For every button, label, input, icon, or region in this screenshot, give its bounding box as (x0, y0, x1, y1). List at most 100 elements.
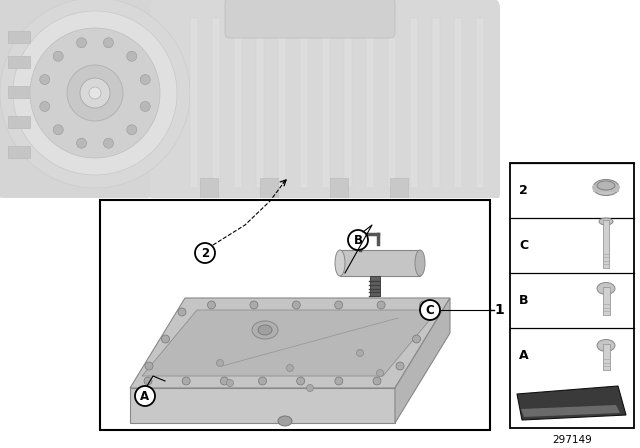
Ellipse shape (597, 340, 615, 352)
Circle shape (413, 335, 420, 343)
Text: A: A (140, 389, 150, 402)
Circle shape (80, 78, 110, 108)
Circle shape (429, 308, 437, 316)
Circle shape (335, 301, 342, 309)
Circle shape (220, 377, 228, 385)
Circle shape (104, 138, 113, 148)
Circle shape (13, 11, 177, 175)
Circle shape (182, 377, 190, 385)
Bar (432, 18, 440, 188)
Circle shape (420, 300, 440, 320)
Bar (200, 178, 218, 198)
Ellipse shape (593, 180, 619, 195)
Circle shape (0, 0, 190, 188)
Bar (330, 178, 348, 198)
Text: N
--------: N -------- (323, 343, 337, 353)
Circle shape (259, 377, 266, 385)
Circle shape (292, 301, 300, 309)
Polygon shape (521, 405, 620, 417)
Bar (370, 276, 380, 296)
Bar (510, 163, 634, 428)
Circle shape (140, 74, 150, 85)
Text: C: C (426, 303, 435, 316)
Ellipse shape (335, 250, 345, 276)
Ellipse shape (10, 0, 450, 203)
Text: A: A (519, 349, 529, 362)
Text: C: C (519, 239, 528, 252)
Bar (366, 18, 374, 188)
Bar (300, 18, 308, 188)
Bar (410, 18, 418, 188)
Circle shape (77, 138, 86, 148)
Circle shape (53, 125, 63, 135)
Circle shape (195, 243, 215, 263)
Circle shape (419, 301, 428, 309)
Polygon shape (517, 386, 626, 420)
Bar (256, 18, 264, 188)
Circle shape (140, 101, 150, 112)
Bar (212, 18, 220, 188)
Bar (190, 18, 198, 188)
Polygon shape (130, 298, 450, 388)
Bar (8, 116, 30, 128)
Bar (603, 220, 609, 267)
Circle shape (127, 125, 137, 135)
Circle shape (89, 87, 101, 99)
Bar (8, 56, 30, 68)
Bar (8, 86, 30, 98)
FancyBboxPatch shape (0, 0, 160, 198)
Text: 2: 2 (519, 184, 528, 197)
Circle shape (127, 51, 137, 61)
Bar (602, 344, 609, 370)
Circle shape (227, 379, 234, 387)
Circle shape (53, 51, 63, 61)
Bar (322, 18, 330, 188)
Polygon shape (130, 388, 395, 423)
Bar (234, 18, 242, 188)
Circle shape (356, 349, 364, 357)
Circle shape (135, 386, 155, 406)
Bar (278, 18, 286, 188)
Bar (344, 18, 352, 188)
Bar (100, 200, 490, 430)
Text: B: B (519, 294, 529, 307)
Polygon shape (395, 298, 450, 423)
FancyBboxPatch shape (225, 0, 395, 38)
Circle shape (207, 301, 216, 309)
Circle shape (40, 74, 50, 85)
Circle shape (335, 377, 343, 385)
Polygon shape (142, 310, 438, 376)
Polygon shape (340, 250, 420, 276)
Ellipse shape (252, 321, 278, 339)
Bar (8, 31, 30, 43)
Text: 1: 1 (494, 303, 504, 317)
Circle shape (145, 362, 153, 370)
Bar (454, 18, 462, 188)
Circle shape (104, 38, 113, 48)
Circle shape (77, 38, 86, 48)
Ellipse shape (597, 181, 615, 190)
Circle shape (250, 301, 258, 309)
Ellipse shape (415, 250, 425, 276)
Circle shape (376, 370, 383, 376)
Circle shape (297, 377, 305, 385)
Bar (602, 287, 609, 314)
Circle shape (178, 308, 186, 316)
Circle shape (216, 359, 223, 366)
Circle shape (396, 362, 404, 370)
Bar (476, 18, 484, 188)
FancyBboxPatch shape (150, 0, 500, 203)
Circle shape (144, 377, 152, 385)
Ellipse shape (597, 283, 615, 294)
Circle shape (377, 301, 385, 309)
Circle shape (161, 335, 170, 343)
Circle shape (67, 65, 123, 121)
Text: B: B (353, 233, 362, 246)
Circle shape (373, 377, 381, 385)
Circle shape (307, 384, 314, 392)
Bar (8, 146, 30, 158)
Bar (388, 18, 396, 188)
Ellipse shape (278, 416, 292, 426)
Ellipse shape (258, 325, 272, 335)
Bar (0, 198, 640, 448)
